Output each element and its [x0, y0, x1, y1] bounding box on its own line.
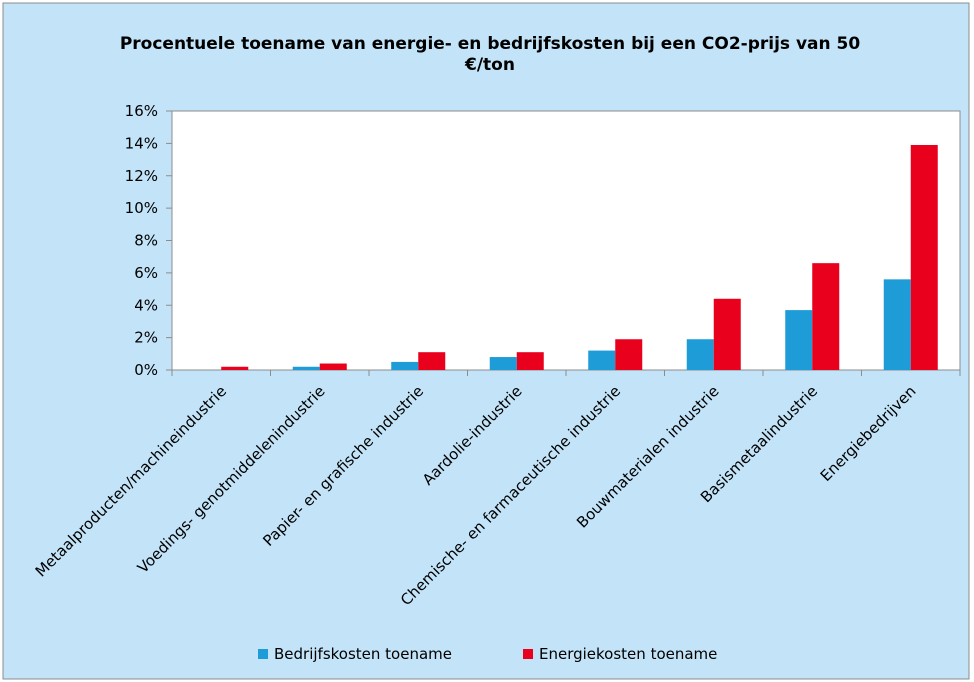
bar: [615, 339, 643, 370]
y-tick-label: 12%: [125, 167, 158, 185]
y-tick-label: 4%: [134, 296, 158, 314]
legend-label: Energiekosten toename: [539, 645, 717, 663]
plot-area: [171, 110, 961, 371]
chart-title: Procentuele toename van energie- en bedr…: [119, 34, 861, 75]
bar: [785, 310, 813, 370]
bar: [319, 363, 347, 370]
legend-label: Bedrijfskosten toename: [274, 645, 452, 663]
bar: [588, 350, 616, 370]
y-tick-label: 10%: [125, 199, 158, 217]
bar: [489, 357, 517, 370]
bar: [292, 366, 320, 370]
bar: [910, 144, 938, 370]
bar: [713, 298, 741, 370]
bar: [812, 263, 840, 370]
bar: [883, 279, 911, 370]
y-tick-label: 0%: [134, 361, 158, 379]
bar: [391, 361, 419, 370]
y-tick-label: 16%: [125, 102, 158, 120]
y-tick-label: 8%: [134, 232, 158, 250]
y-tick-label: 14%: [125, 134, 158, 152]
bar: [221, 366, 249, 370]
bar: [686, 339, 714, 370]
legend-swatch: [258, 649, 268, 659]
legend-swatch: [523, 649, 533, 659]
y-tick-label: 2%: [134, 329, 158, 347]
y-tick-label: 6%: [134, 264, 158, 282]
bar: [516, 352, 544, 370]
bar: [418, 352, 446, 370]
